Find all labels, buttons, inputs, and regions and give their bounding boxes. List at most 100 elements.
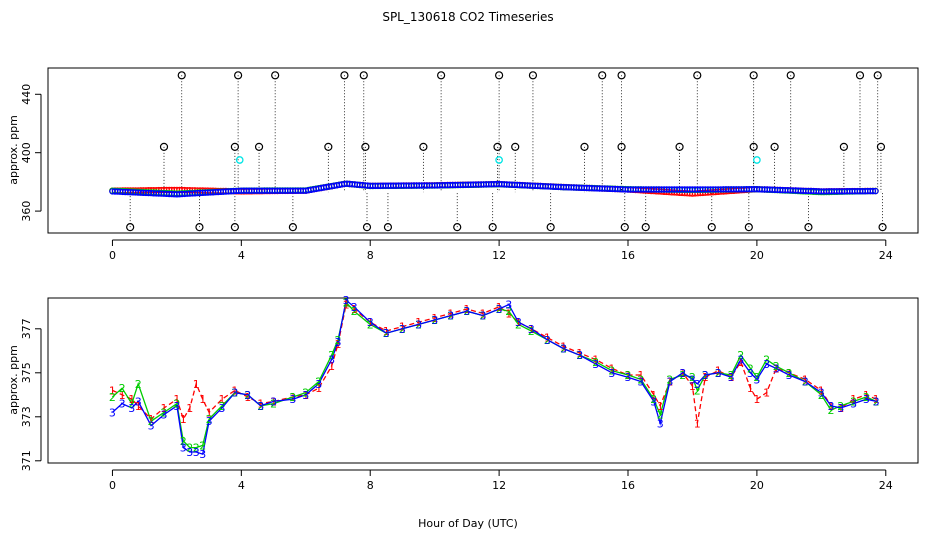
series-3-point-label: 3 — [447, 310, 454, 323]
series-1-point-label: 1 — [773, 362, 780, 375]
series-3-point-label: 3 — [560, 343, 567, 356]
series-3-point-label: 3 — [219, 402, 226, 415]
series-1-point-label: 1 — [335, 338, 342, 351]
series-3-point-label: 3 — [186, 446, 193, 459]
series-2-point-label: 2 — [728, 369, 735, 382]
series-2-point-label: 2 — [480, 310, 487, 323]
outlier-high-point — [528, 71, 538, 80]
series-3-point-label: 3 — [715, 367, 722, 380]
series-1-point-label: 1 — [180, 413, 187, 426]
series-1-point-label: 1 — [219, 393, 226, 406]
series-2-point-label: 2 — [737, 349, 744, 362]
series-3-point-label: 3 — [399, 323, 406, 336]
flag-point — [876, 142, 886, 151]
series-3-point-label: 3 — [328, 354, 335, 367]
series-1-point-label: 1 — [650, 389, 657, 402]
top-x-tick-label: 24 — [879, 249, 893, 262]
top-x-tick-label: 12 — [492, 249, 506, 262]
series-2-point-label: 2 — [315, 376, 322, 389]
series-3-point-label: 3 — [625, 371, 632, 384]
series-1-point-label: 1 — [753, 393, 760, 406]
series-1-point-label: 1 — [576, 347, 583, 360]
series-3-point-label: 3 — [244, 389, 251, 402]
series-3-point-label: 3 — [666, 376, 673, 389]
series-3-point-label: 3 — [528, 323, 535, 336]
series-1-point-label: 1 — [415, 316, 422, 329]
outlier-high-point — [855, 71, 865, 80]
series-1-point-label: 1 — [148, 413, 155, 426]
figure-title: SPL_130618 CO2 Timeseries — [382, 10, 553, 24]
series-3-point-label: 3 — [702, 369, 709, 382]
series-2-point-label: 2 — [415, 318, 422, 331]
series-2-point-label: 2 — [244, 389, 251, 402]
series-1-point-label: 1 — [496, 301, 503, 314]
series-3-point-label: 3 — [193, 446, 200, 459]
series-3-point-label: 3 — [335, 336, 342, 349]
series-3-point-label: 3 — [383, 327, 390, 340]
top-axes: 0 4 8 12 16 20 24 360 400 440 — [20, 84, 893, 262]
series-2-point-label: 2 — [515, 318, 522, 331]
bottom-y-tick-label: 373 — [20, 406, 33, 427]
series-2-point-label: 2 — [679, 369, 686, 382]
series-3-point-label: 3 — [270, 395, 277, 408]
series-1-point-label: 1 — [135, 400, 142, 413]
series-2-point-label: 2 — [608, 365, 615, 378]
top-x-tick-label: 8 — [367, 249, 374, 262]
outlier-high-point — [177, 71, 186, 80]
bottom-x-tick-label: 16 — [621, 479, 635, 492]
series-2-point-label: 2 — [367, 318, 374, 331]
outlier-low-point — [804, 223, 813, 232]
flag-point — [419, 142, 428, 151]
outlier-low-point — [126, 223, 135, 232]
series-1-point-label: 1 — [161, 402, 168, 415]
series-2-point-label: 2 — [576, 349, 583, 362]
series-2-point-label: 2 — [431, 314, 438, 327]
series-1-point-label: 1 — [728, 371, 735, 384]
series-2-point-label: 2 — [702, 369, 709, 382]
series-1-point-label: 1 — [592, 354, 599, 367]
series-3-point-label: 3 — [576, 349, 583, 362]
top-panel: approx. ppm 0 4 8 12 16 20 24 360 400 440 — [7, 67, 919, 262]
series-2-point-label: 2 — [173, 398, 180, 411]
series-3-point-label: 3 — [148, 420, 155, 433]
top-y-tick-label: 440 — [20, 84, 33, 105]
flag-point — [749, 142, 758, 151]
series-2-point-label: 2 — [399, 323, 406, 336]
series-1-point-label: 1 — [206, 406, 213, 419]
flag-point — [254, 142, 264, 151]
series-2-point-label: 2 — [544, 334, 551, 347]
series-2-point-label: 2 — [802, 376, 809, 389]
series-1-point-label: 1 — [786, 367, 793, 380]
series-3-point-label: 3 — [480, 310, 487, 323]
series-3-point-label: 3 — [802, 376, 809, 389]
series-3-point-label: 3 — [351, 301, 358, 314]
series-3-point-label: 3 — [728, 371, 735, 384]
outlier-low-point — [620, 223, 629, 232]
series-1-point-label: 1 — [657, 400, 664, 413]
flagged-point — [753, 156, 761, 164]
flagged-point — [235, 156, 244, 164]
series-1-point-label: 1 — [399, 321, 406, 334]
series-3-point-label: 3 — [173, 400, 180, 413]
series-3-point-label: 3 — [818, 387, 825, 400]
series-3-point-label: 3 — [763, 358, 770, 371]
series-1-point-label: 1 — [119, 389, 126, 402]
outlier-low-point — [362, 223, 372, 232]
series-3-point-label: 3 — [828, 400, 835, 413]
series-3-point-label: 3 — [161, 409, 168, 422]
series-2-point-label: 2 — [193, 442, 200, 455]
outlier-low-point — [195, 223, 204, 232]
bottom-y-tick-label: 375 — [20, 362, 33, 383]
series-2-point-label: 2 — [180, 435, 187, 448]
series-3-point-label: 3 — [786, 369, 793, 382]
series-3-point-label: 3 — [289, 393, 296, 406]
series-2-point-label: 2 — [343, 296, 350, 309]
outlier-low-point — [288, 223, 297, 232]
series-1-point-label: 1 — [837, 402, 844, 415]
bottom-y-tick-label: 377 — [20, 318, 33, 339]
flag-point — [580, 142, 589, 151]
series-1-point-label: 1 — [850, 393, 857, 406]
series-3-point-label: 3 — [119, 398, 126, 411]
series-1-point-label: 1 — [637, 369, 644, 382]
series-2-point-label: 2 — [335, 334, 342, 347]
